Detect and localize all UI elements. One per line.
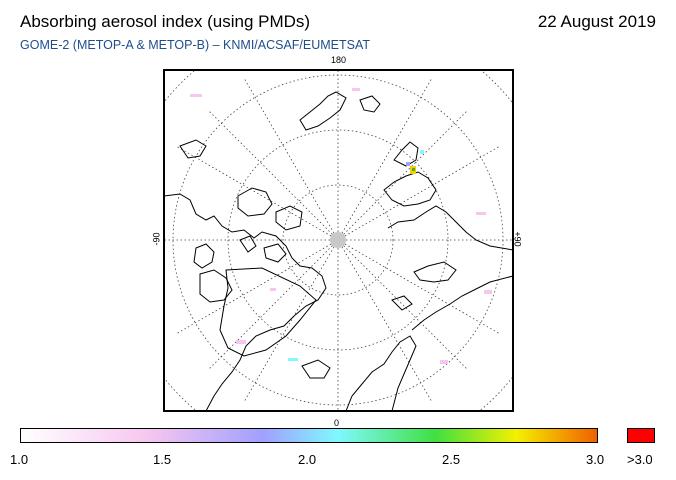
coastline-alaska [299, 91, 347, 131]
colorbar-tick: 2.5 [442, 452, 461, 467]
latitude-circle [282, 184, 394, 296]
meridian [175, 145, 339, 241]
coastline-island [179, 139, 207, 159]
aerosol-pixel [420, 150, 424, 154]
colorbar-tick: 1.0 [10, 452, 29, 467]
meridian [337, 239, 469, 371]
meridian-label-180: 180 [331, 55, 347, 65]
map-border [163, 69, 514, 412]
meridian [207, 109, 339, 241]
colorbar-overflow-swatch [628, 429, 654, 442]
meridian-label-minus90: -90 [151, 232, 162, 246]
colorbar-overflow [627, 428, 655, 443]
map-subtitle: GOME-2 (METOP-A & METOP-B) – KNMI/ACSAF/… [20, 38, 371, 52]
coastline-island [239, 235, 257, 253]
aerosol-pixel [352, 88, 360, 91]
meridian [337, 145, 501, 241]
aerosol-pixel [476, 212, 486, 215]
coastline-hudson-bay [199, 269, 233, 303]
aerosol-pixel [270, 288, 276, 291]
coastline-siberia [387, 205, 513, 251]
aerosol-pixel [236, 340, 246, 344]
coastline-russia-west [411, 275, 513, 331]
latitude-circle [227, 129, 449, 351]
meridian-label-plus90: +90 [512, 231, 523, 247]
meridian [243, 77, 339, 241]
coastlines [164, 91, 513, 411]
colorbar [20, 428, 598, 443]
aerosol-pixel [288, 358, 298, 361]
aerosol-pixel [412, 168, 415, 171]
colorbar-overflow-label: >3.0 [627, 452, 653, 467]
coastline-island [193, 243, 215, 269]
meridian [337, 77, 433, 241]
colorbar-tick: 3.0 [586, 452, 605, 467]
meridian [175, 239, 339, 335]
coastline-island [263, 243, 287, 263]
aerosol-pixel [190, 94, 202, 97]
coastline-iceland [301, 359, 331, 379]
meridian [337, 109, 469, 241]
coastline-svalbard [391, 295, 413, 311]
aerosol-pixel [440, 360, 448, 364]
coastline-novaya-zemlya [413, 261, 457, 283]
pole-no-data-marker [330, 232, 346, 248]
coastline-island [275, 205, 303, 231]
coastline-scandinavia [345, 335, 417, 411]
coastline-island [237, 187, 273, 217]
meridian [337, 239, 433, 403]
map-date: 22 August 2019 [537, 12, 656, 31]
coastline-greenland [219, 267, 317, 357]
colorbar-tick: 1.5 [153, 452, 172, 467]
aerosol-pixel [484, 290, 492, 294]
graticule [164, 70, 513, 411]
meridian [337, 239, 501, 335]
coastline-chukotka [383, 171, 437, 207]
map-title: Absorbing aerosol index (using PMDs) [20, 12, 311, 31]
aerosol-pixels [190, 88, 492, 364]
colorbar-gradient [21, 429, 597, 442]
coastline-north-america [164, 193, 327, 411]
aerosol-pixel [406, 162, 410, 166]
meridian-label-0: 0 [334, 418, 340, 428]
colorbar-tick: 2.0 [298, 452, 317, 467]
coastline-island [359, 95, 381, 113]
meridian [243, 239, 339, 403]
